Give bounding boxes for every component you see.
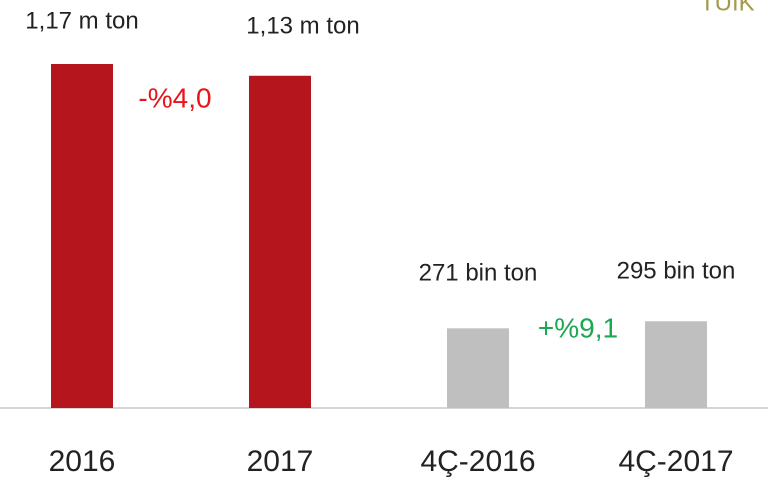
bar: [249, 75, 311, 408]
bar: [645, 321, 707, 408]
value-label: 271 bin ton: [419, 259, 538, 286]
value-label: 1,13 m ton: [246, 12, 359, 39]
annotation: -%4,0: [138, 82, 211, 113]
bar: [51, 64, 113, 408]
x-tick-label: 2016: [49, 445, 116, 478]
value-label: 1,17 m ton: [25, 7, 138, 34]
bar: [447, 328, 509, 408]
annotation: +%9,1: [538, 312, 618, 343]
x-tick-label: 2017: [247, 445, 314, 478]
source-label: TÜİK: [700, 0, 755, 16]
x-tick-label: 4Ç-2017: [618, 445, 733, 478]
value-label: 295 bin ton: [617, 257, 736, 284]
x-tick-label: 4Ç-2016: [420, 445, 535, 478]
